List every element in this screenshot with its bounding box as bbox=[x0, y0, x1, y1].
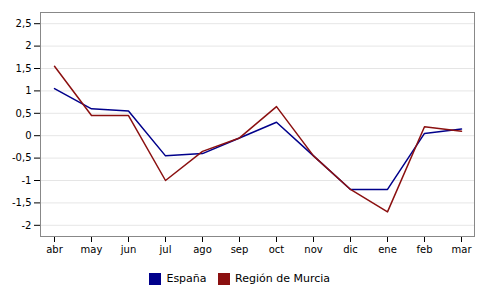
svg-text:1: 1 bbox=[25, 85, 31, 96]
svg-text:-0,5: -0,5 bbox=[12, 152, 32, 163]
svg-text:0,5: 0,5 bbox=[16, 108, 32, 119]
html-text:España: España bbox=[166, 272, 207, 285]
svg-text:2,5: 2,5 bbox=[16, 18, 32, 29]
svg-text:2: 2 bbox=[25, 40, 31, 51]
svg-text:jun: jun bbox=[120, 244, 136, 255]
svg-text:-1,5: -1,5 bbox=[12, 197, 32, 208]
svg-text:dic: dic bbox=[343, 244, 358, 255]
svg-text:-1: -1 bbox=[22, 175, 32, 186]
svg-text:nov: nov bbox=[304, 244, 322, 255]
svg-text:jul: jul bbox=[159, 244, 172, 255]
svg-text:-2: -2 bbox=[22, 220, 32, 231]
svg-text:ene: ene bbox=[378, 244, 397, 255]
svg-text:sep: sep bbox=[231, 244, 249, 255]
svg-text:mar: mar bbox=[452, 244, 473, 255]
svg-text:abr: abr bbox=[46, 244, 63, 255]
html-text:Región de Murcia: Región de Murcia bbox=[235, 272, 331, 285]
svg-text:may: may bbox=[81, 244, 103, 255]
svg-text:ago: ago bbox=[193, 244, 212, 255]
svg-text:oct: oct bbox=[269, 244, 285, 255]
svg-text:1,5: 1,5 bbox=[16, 63, 32, 74]
svg-text:0: 0 bbox=[25, 130, 31, 141]
svg-text:feb: feb bbox=[416, 244, 432, 255]
